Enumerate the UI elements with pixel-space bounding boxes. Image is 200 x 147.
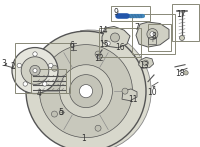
- Ellipse shape: [180, 35, 184, 40]
- Text: 7: 7: [135, 23, 139, 32]
- Text: 9: 9: [114, 8, 119, 17]
- Bar: [172, 4, 199, 41]
- Text: 1: 1: [82, 134, 86, 143]
- Ellipse shape: [30, 65, 40, 76]
- Text: 15: 15: [99, 40, 108, 49]
- Ellipse shape: [97, 56, 100, 59]
- Ellipse shape: [21, 57, 49, 84]
- Ellipse shape: [79, 85, 93, 98]
- Ellipse shape: [17, 63, 21, 68]
- Ellipse shape: [184, 71, 188, 75]
- Ellipse shape: [122, 88, 128, 94]
- Ellipse shape: [106, 41, 110, 46]
- Text: 2: 2: [11, 62, 15, 71]
- Ellipse shape: [110, 33, 119, 42]
- Ellipse shape: [43, 82, 47, 86]
- Ellipse shape: [60, 65, 112, 118]
- Ellipse shape: [147, 29, 158, 40]
- Text: 13: 13: [139, 61, 148, 70]
- Polygon shape: [136, 22, 169, 47]
- Ellipse shape: [40, 45, 132, 138]
- Ellipse shape: [143, 60, 148, 66]
- Ellipse shape: [33, 69, 37, 73]
- Polygon shape: [122, 89, 137, 101]
- Ellipse shape: [95, 51, 101, 57]
- Text: 4: 4: [37, 89, 41, 98]
- Text: 6: 6: [69, 41, 74, 50]
- Text: 8: 8: [151, 31, 156, 41]
- Bar: [148, 37, 156, 44]
- Ellipse shape: [59, 110, 64, 115]
- Ellipse shape: [12, 48, 58, 93]
- Ellipse shape: [150, 32, 155, 37]
- Text: 18: 18: [175, 69, 184, 78]
- Bar: [111, 6, 150, 21]
- Bar: [132, 14, 175, 54]
- Bar: [99, 28, 141, 57]
- Ellipse shape: [51, 65, 57, 71]
- Ellipse shape: [51, 111, 57, 117]
- Text: 17: 17: [176, 10, 186, 19]
- Text: 10: 10: [147, 88, 156, 97]
- Bar: [148, 24, 171, 51]
- Text: 3: 3: [1, 59, 6, 69]
- Ellipse shape: [70, 75, 102, 108]
- Ellipse shape: [49, 63, 53, 68]
- Ellipse shape: [23, 82, 27, 86]
- Ellipse shape: [26, 31, 146, 147]
- Bar: [15, 43, 70, 93]
- Bar: [31, 69, 66, 93]
- Text: 14: 14: [98, 26, 108, 35]
- Polygon shape: [102, 26, 130, 48]
- Text: 12: 12: [94, 54, 104, 63]
- Polygon shape: [139, 57, 154, 68]
- Text: 11: 11: [128, 95, 138, 105]
- Ellipse shape: [95, 125, 101, 131]
- Text: 5: 5: [59, 108, 63, 117]
- Text: 16: 16: [115, 42, 124, 52]
- Ellipse shape: [33, 52, 37, 56]
- Text: i: i: [151, 38, 153, 43]
- Polygon shape: [80, 30, 151, 147]
